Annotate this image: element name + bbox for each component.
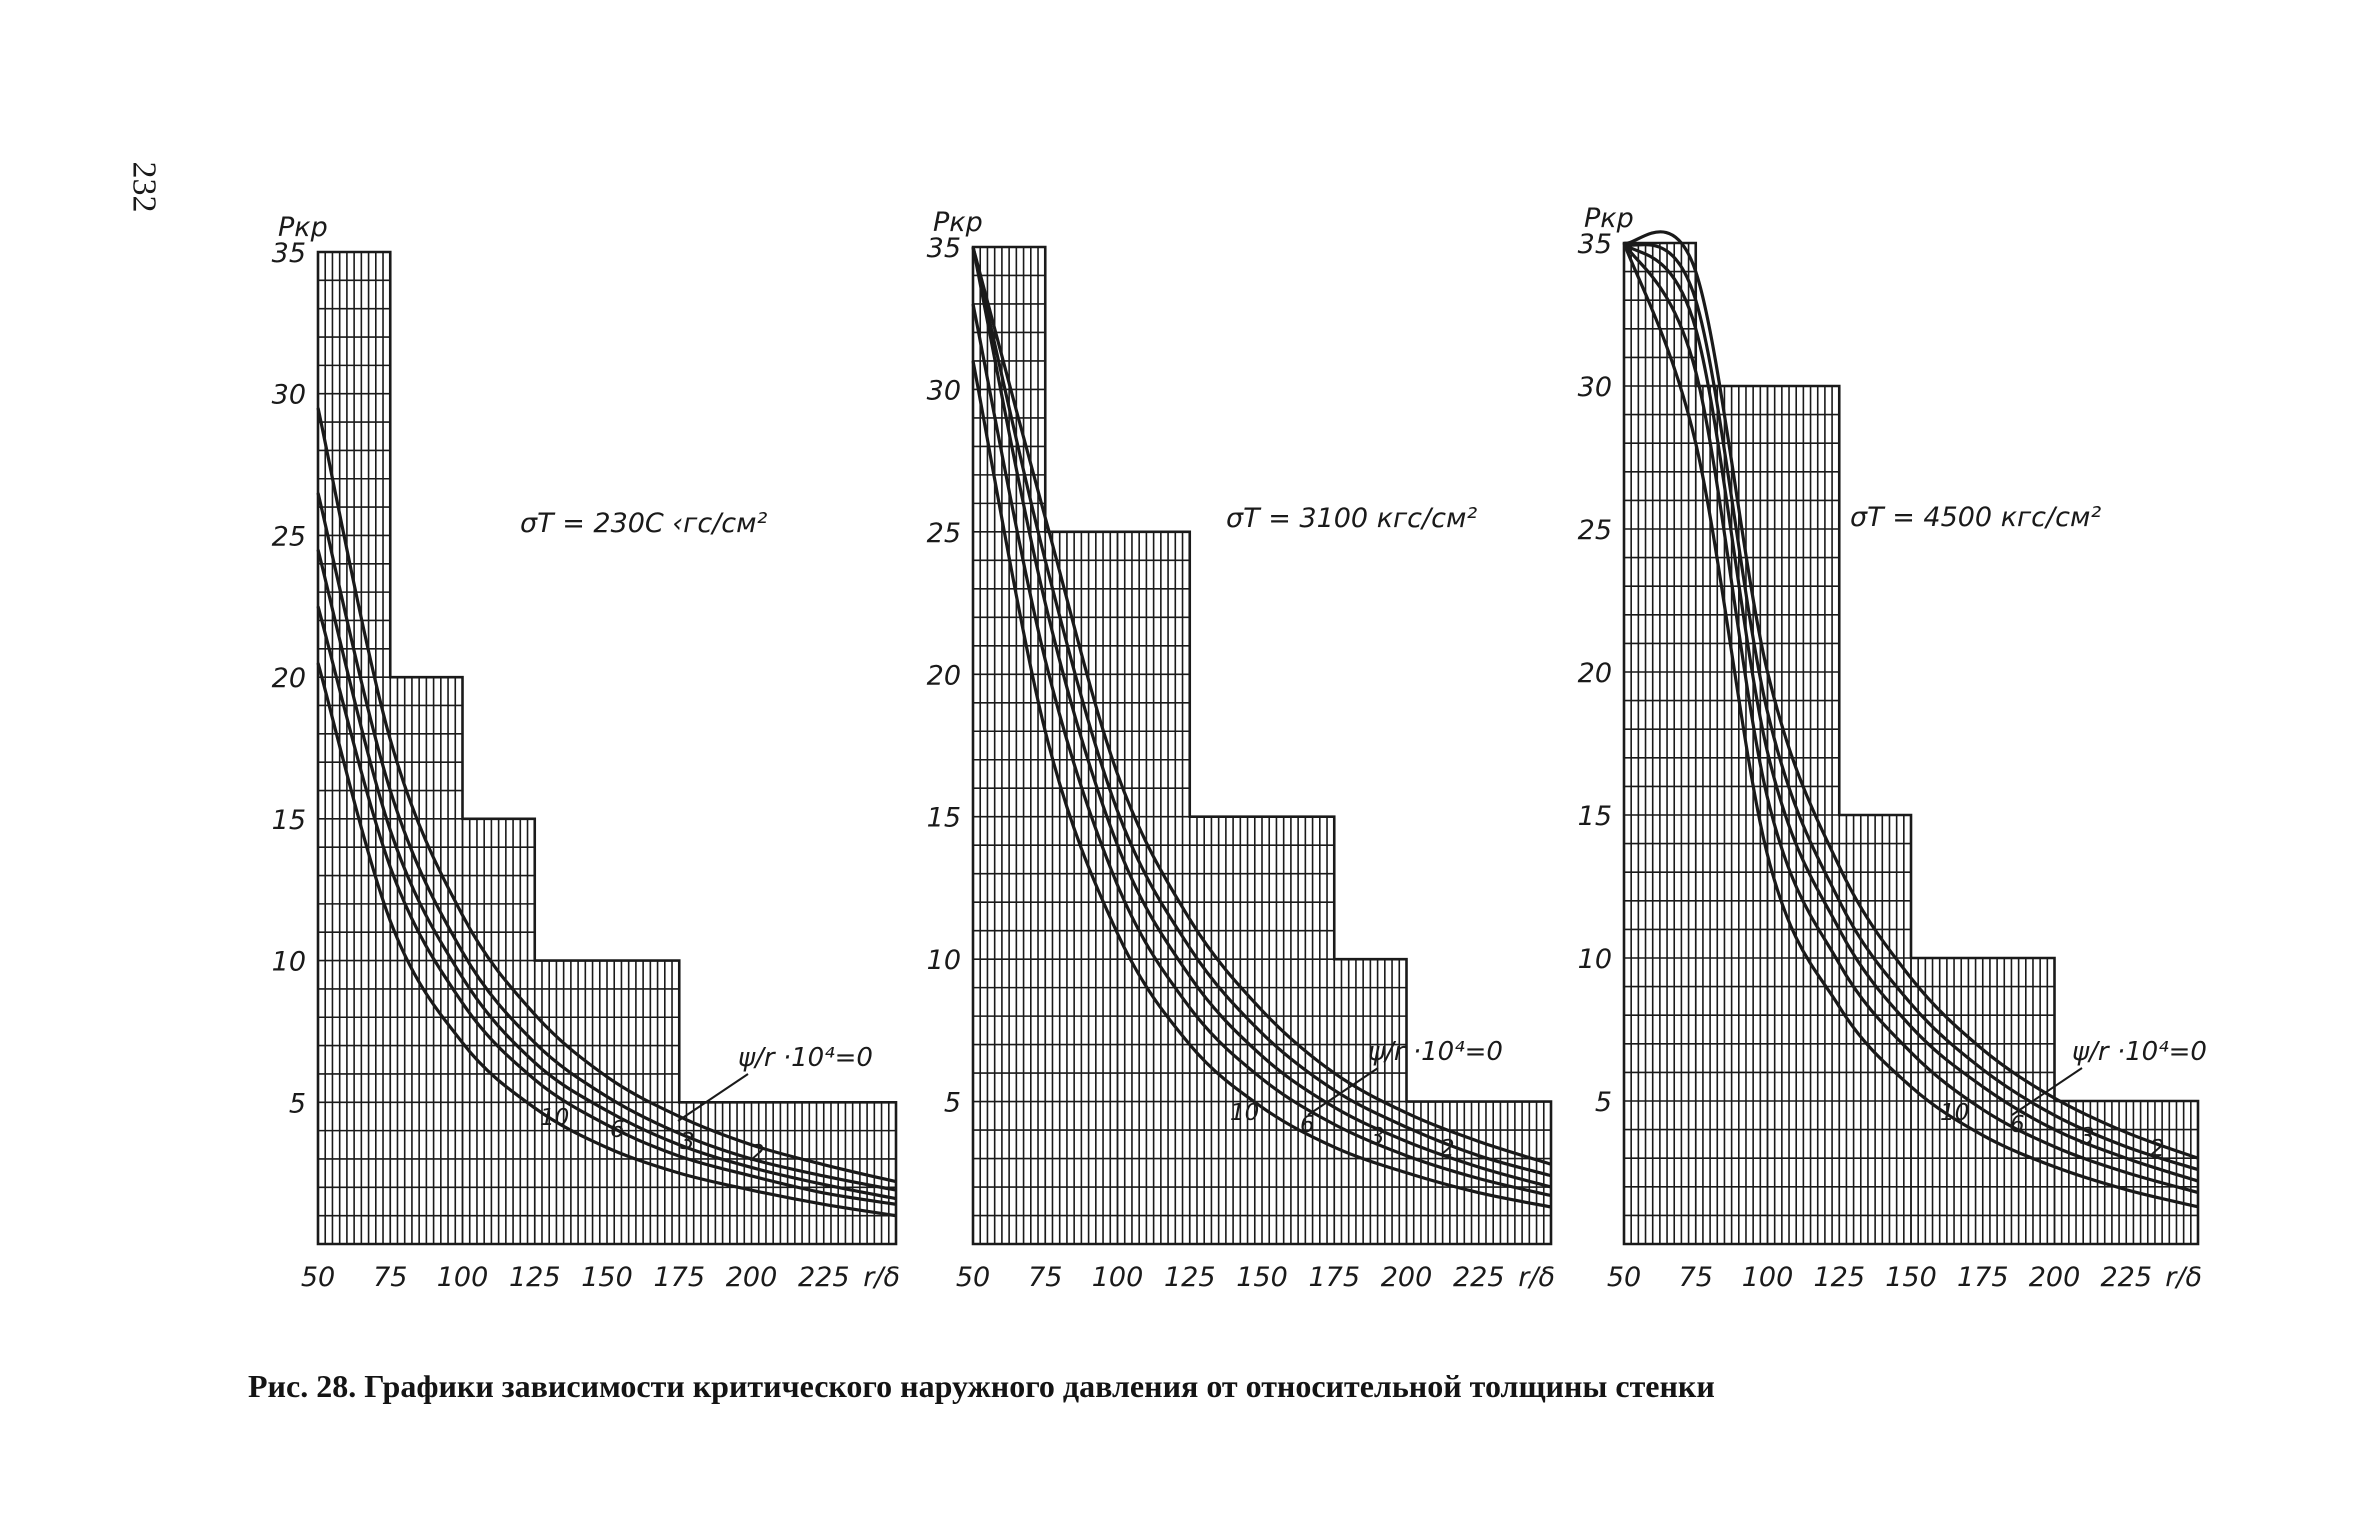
- curve-label-6: 6: [610, 1117, 625, 1143]
- curve-label-3: 3: [680, 1129, 695, 1155]
- y-tick-label: 30: [1578, 372, 1612, 403]
- y-tick-label: 35: [1578, 229, 1612, 260]
- x-tick-label: 150: [1885, 1262, 1937, 1293]
- series-curve-6: [971, 303, 1552, 1198]
- leader-line: [2011, 1067, 2083, 1116]
- x-tick-label: 125: [1813, 1262, 1865, 1293]
- x-axis-label: r/δ: [863, 1262, 900, 1293]
- chart-panel-3: Pкр 5 10 15 20 25 30 35 50 75 100 125 150 175 200 225 r/…: [1578, 203, 2207, 1293]
- x-tick-label: 100: [437, 1262, 489, 1293]
- y-tick-label: 5: [1595, 1087, 1612, 1118]
- y-tick-label: 25: [272, 521, 306, 552]
- curve-label-0: ψ/r ·10⁴=0: [1368, 1037, 1503, 1067]
- series-curve-10: [1622, 242, 2199, 1209]
- y-tick-label: 30: [927, 375, 961, 406]
- y-tick-label: 35: [927, 233, 961, 264]
- x-tick-label: 175: [653, 1262, 705, 1293]
- series-curve-3: [1622, 241, 2199, 1183]
- yield-stress-annotation: σT = 3100 кгс/см²: [1226, 503, 1477, 534]
- x-tick-label: 175: [1308, 1262, 1360, 1293]
- x-tick-label: 75: [373, 1262, 407, 1293]
- series-curve-6: [1622, 242, 2199, 1195]
- series-curve-0: [316, 407, 897, 1184]
- y-tick-label: 30: [272, 380, 306, 411]
- x-tick-label: 75: [1679, 1262, 1713, 1293]
- grid: [972, 246, 1552, 1245]
- curve-label-10: 10: [1940, 1100, 1969, 1126]
- curve-label-2: 2: [1440, 1136, 1455, 1162]
- yield-stress-annotation: σT = 230C ‹гс/см²: [520, 508, 768, 539]
- y-tick-label: 15: [927, 803, 961, 834]
- x-tick-label: 125: [509, 1262, 561, 1293]
- y-tick-label: 20: [1578, 658, 1612, 689]
- y-tick-label: 25: [1578, 515, 1612, 546]
- y-tick-label: 15: [1578, 801, 1612, 832]
- series-curve-0: [971, 246, 1552, 1166]
- series-curve-2: [316, 492, 897, 1192]
- yield-stress-annotation: σT = 4500 кгс/см²: [1850, 502, 2101, 533]
- series-curve-2: [971, 246, 1552, 1178]
- y-tick-label: 20: [927, 660, 961, 691]
- curve-label-6: 6: [1300, 1112, 1315, 1138]
- x-tick-label: 50: [301, 1262, 335, 1293]
- x-tick-label: 150: [1236, 1262, 1288, 1293]
- x-tick-label: 225: [798, 1262, 850, 1293]
- grid-outline: [316, 250, 898, 1246]
- series-curve-6: [316, 605, 897, 1206]
- curve-label-10: 10: [540, 1105, 569, 1131]
- series-curve-2: [1623, 241, 2199, 1172]
- curve-label-0: ψ/r ·10⁴=0: [2072, 1037, 2207, 1067]
- leader-line: [677, 1073, 749, 1122]
- x-tick-label: 100: [1742, 1262, 1794, 1293]
- series-curve-10: [316, 662, 897, 1218]
- y-tick-label: 10: [272, 947, 306, 978]
- x-tick-label: 200: [2029, 1262, 2081, 1293]
- y-axis-label: Pкр: [1584, 203, 1634, 234]
- figure-caption: Рис. 28. Графики зависимости критическог…: [248, 1368, 1715, 1404]
- y-axis-label: Pкр: [933, 207, 983, 238]
- curve-label-2: 2: [750, 1141, 765, 1167]
- x-tick-label: 50: [1607, 1262, 1641, 1293]
- y-tick-label: 5: [289, 1088, 306, 1119]
- x-tick-label: 75: [1028, 1262, 1062, 1293]
- y-tick-label: 20: [272, 663, 306, 694]
- curve-label-0: ψ/r ·10⁴=0: [738, 1043, 873, 1073]
- chart-panel-1: Pкр 5 10 15 20 25 30 35 50 75 100 125 150 175 200 225 r/…: [272, 212, 900, 1293]
- leader-line: [1307, 1067, 1379, 1116]
- x-tick-label: 225: [2100, 1262, 2152, 1293]
- x-tick-label: 150: [581, 1262, 633, 1293]
- x-tick-label: 200: [726, 1262, 778, 1293]
- chart-panel-2: Pкр 5 10 15 20 25 30 35 50 75 100 125 150 175 200 225 r/…: [927, 207, 1555, 1293]
- y-tick-label: 35: [272, 238, 306, 269]
- curve-label-3: 3: [1370, 1124, 1385, 1150]
- y-tick-label: 10: [1578, 944, 1612, 975]
- curve-label-2: 2: [2150, 1136, 2165, 1162]
- curve-label-6: 6: [2010, 1112, 2025, 1138]
- x-tick-label: 175: [1957, 1262, 2009, 1293]
- x-tick-label: 125: [1164, 1262, 1216, 1293]
- series-curve-3: [316, 549, 897, 1201]
- y-tick-label: 25: [927, 518, 961, 549]
- curve-label-10: 10: [1230, 1100, 1259, 1126]
- y-tick-label: 15: [272, 805, 306, 836]
- series-curve-3: [971, 246, 1552, 1189]
- x-tick-label: 50: [956, 1262, 990, 1293]
- y-axis-label: Pкр: [278, 212, 328, 243]
- x-tick-label: 225: [1453, 1262, 1505, 1293]
- x-tick-label: 200: [1381, 1262, 1433, 1293]
- y-tick-label: 5: [944, 1088, 961, 1119]
- series-curve-0: [1623, 230, 2199, 1160]
- series-curve-10: [971, 360, 1552, 1209]
- x-axis-label: r/δ: [1518, 1262, 1555, 1293]
- y-tick-label: 10: [927, 945, 961, 976]
- x-axis-label: r/δ: [2165, 1262, 2202, 1293]
- curve-label-3: 3: [2080, 1124, 2095, 1150]
- grid-outline: [971, 245, 1553, 1246]
- x-tick-label: 100: [1092, 1262, 1144, 1293]
